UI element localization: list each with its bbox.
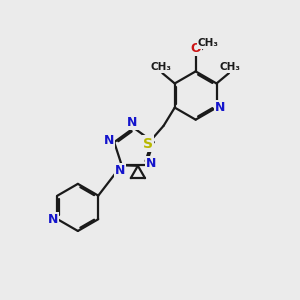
Text: S: S [143,136,153,151]
Text: N: N [104,134,114,147]
Text: N: N [127,116,137,129]
Text: N: N [146,157,156,170]
Text: CH₃: CH₃ [220,62,241,72]
Text: O: O [190,42,201,55]
Text: N: N [115,164,125,177]
Text: N: N [215,101,225,114]
Text: CH₃: CH₃ [197,38,218,48]
Text: CH₃: CH₃ [150,62,171,72]
Text: N: N [48,213,58,226]
